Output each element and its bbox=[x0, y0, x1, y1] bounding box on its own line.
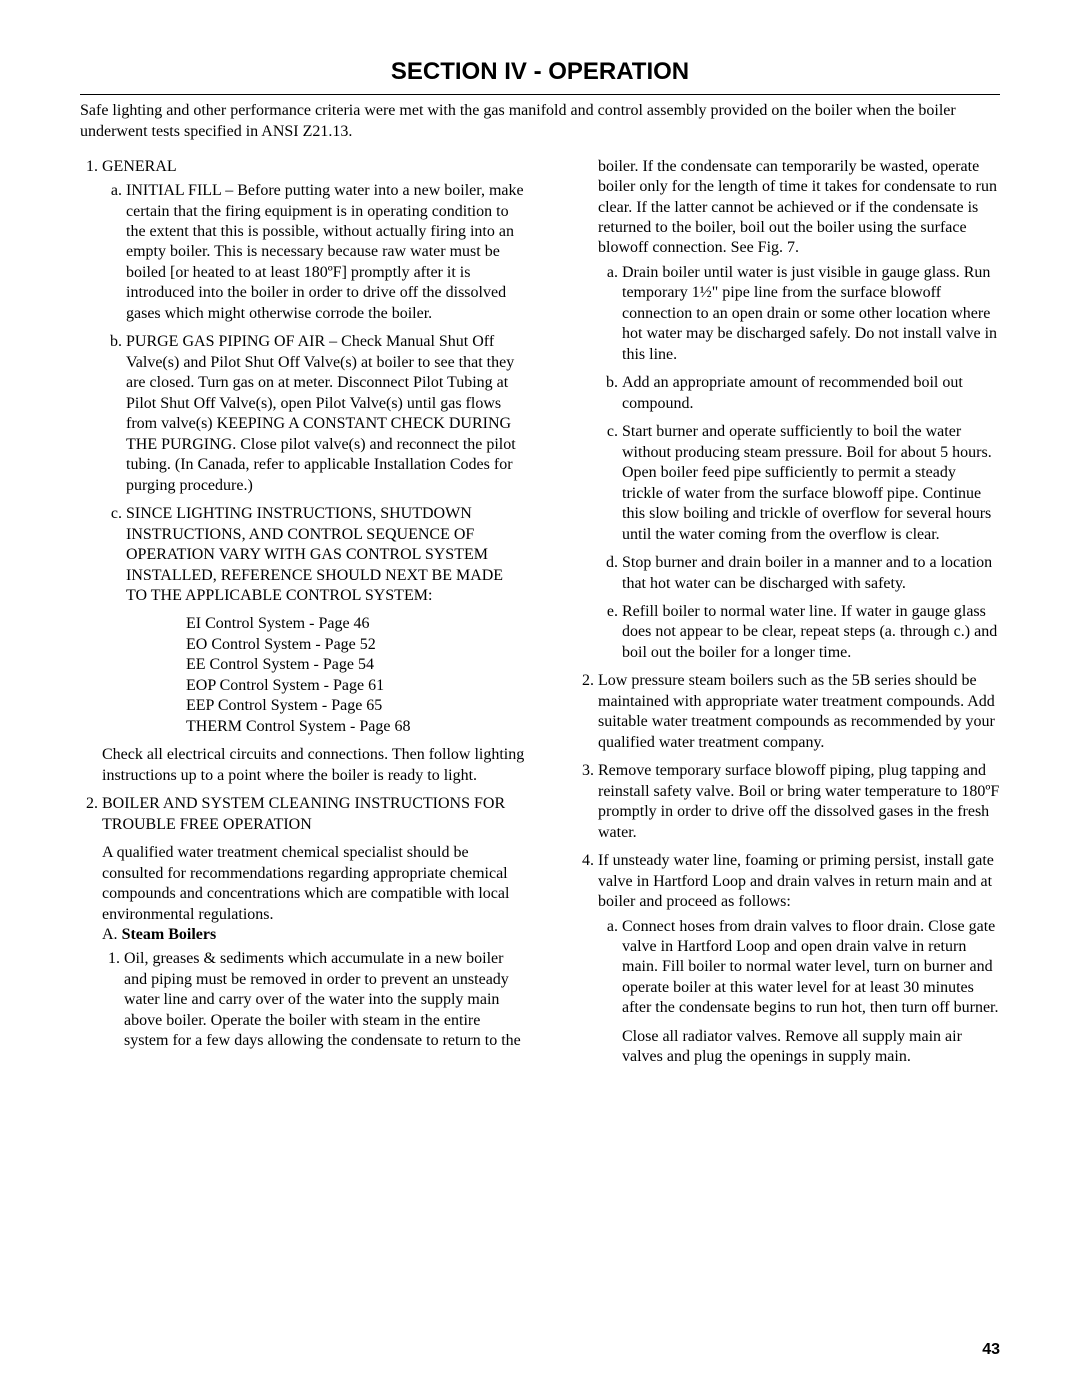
cleaning-para: A qualified water treatment chemical spe… bbox=[102, 843, 526, 925]
steam-1-a: Drain boiler until water is just visible… bbox=[622, 263, 1000, 365]
control-therm: THERM Control System - Page 68 bbox=[186, 717, 526, 737]
steam-prefix: A. bbox=[102, 926, 122, 943]
divider bbox=[80, 94, 1000, 95]
steam-1-d: Stop burner and drain boiler in a manner… bbox=[622, 553, 1000, 594]
steam-3: Remove temporary surface blowoff piping,… bbox=[598, 761, 1000, 843]
general-c: SINCE LIGHTING INSTRUCTIONS, SHUTDOWN IN… bbox=[126, 504, 526, 786]
intro-paragraph: Safe lighting and other performance crit… bbox=[80, 101, 1000, 143]
steam-4-a-text2: Close all radiator valves. Remove all su… bbox=[622, 1027, 1000, 1068]
steam-4-a: Connect hoses from drain valves to floor… bbox=[622, 917, 1000, 1068]
steam-1-text-a: Oil, greases & sediments which accumulat… bbox=[124, 950, 509, 1049]
control-eo: EO Control System - Page 52 bbox=[186, 635, 526, 655]
section-title: SECTION IV - OPERATION bbox=[80, 58, 1000, 86]
steam-4-text: If unsteady water line, foaming or primi… bbox=[598, 852, 994, 910]
general-sublist: INITIAL FILL – Before putting water into… bbox=[102, 181, 526, 786]
steam-1-b: Add an appropriate amount of recommended… bbox=[622, 373, 1000, 414]
page-number: 43 bbox=[982, 1341, 1000, 1359]
steam-4-a-text: Connect hoses from drain valves to floor… bbox=[622, 918, 998, 1017]
control-eop: EOP Control System - Page 61 bbox=[186, 676, 526, 696]
steam-1-e: Refill boiler to normal water line. If w… bbox=[622, 602, 1000, 663]
steam-1-c: Start burner and operate sufficiently to… bbox=[622, 422, 1000, 545]
item-general-label: GENERAL bbox=[102, 158, 177, 175]
steam-1-sublist: Drain boiler until water is just visible… bbox=[598, 263, 1000, 663]
steam-4-sublist: Connect hoses from drain valves to floor… bbox=[598, 917, 1000, 1068]
item-general: GENERAL INITIAL FILL – Before putting wa… bbox=[102, 157, 526, 787]
general-b: PURGE GAS PIPING OF AIR – Check Manual S… bbox=[126, 332, 526, 496]
check-paragraph: Check all electrical circuits and connec… bbox=[102, 745, 526, 786]
steam-2: Low pressure steam boilers such as the 5… bbox=[598, 671, 1000, 753]
top-list: GENERAL INITIAL FILL – Before putting wa… bbox=[80, 157, 1000, 1068]
control-ee: EE Control System - Page 54 bbox=[186, 655, 526, 675]
steam-label: Steam Boilers bbox=[122, 926, 217, 943]
steam-4: If unsteady water line, foaming or primi… bbox=[598, 851, 1000, 1068]
control-ei: EI Control System - Page 46 bbox=[186, 614, 526, 634]
page: SECTION IV - OPERATION Safe lighting and… bbox=[0, 0, 1080, 1397]
general-c-text: SINCE LIGHTING INSTRUCTIONS, SHUTDOWN IN… bbox=[126, 505, 503, 604]
item-cleaning-label: BOILER AND SYSTEM CLEANING INSTRUCTIONS … bbox=[102, 795, 505, 832]
general-a: INITIAL FILL – Before putting water into… bbox=[126, 181, 526, 324]
body-columns: GENERAL INITIAL FILL – Before putting wa… bbox=[80, 157, 1000, 1068]
control-eep: EEP Control System - Page 65 bbox=[186, 696, 526, 716]
steam-boilers-heading: A. Steam Boilers bbox=[102, 925, 526, 945]
control-system-list: EI Control System - Page 46 EO Control S… bbox=[186, 614, 526, 737]
